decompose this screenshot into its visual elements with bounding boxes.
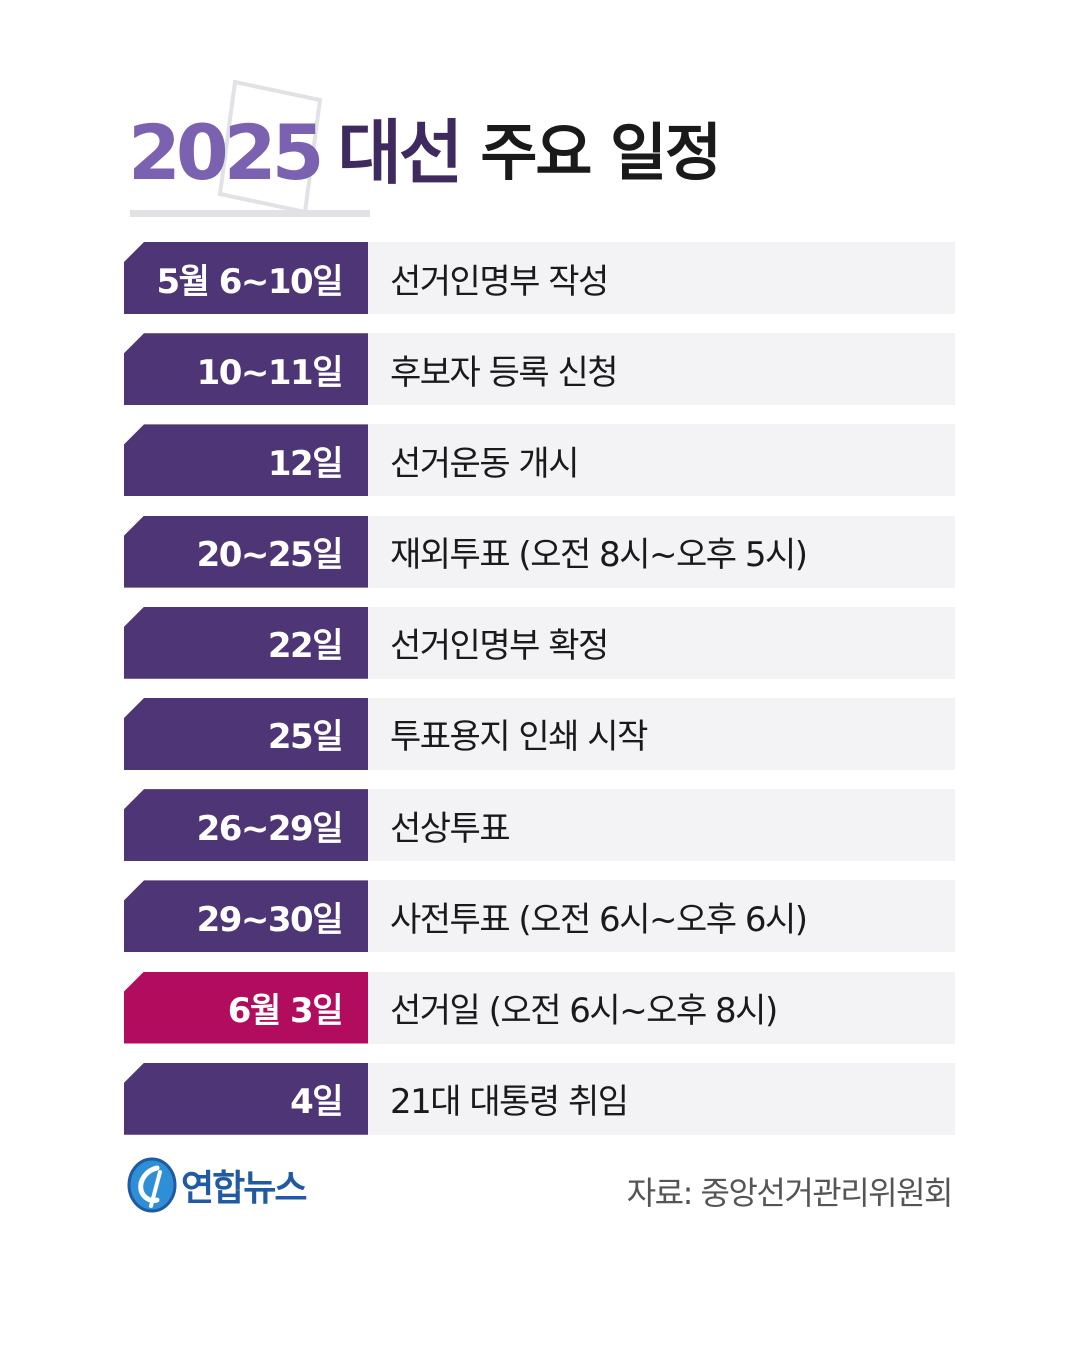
title-rest: 주요 일정 [480, 116, 722, 189]
schedule-row: 4일 21대 대통령 취임 [124, 1062, 955, 1135]
schedule-row: 22일 선거인명부 확정 [124, 606, 955, 679]
schedule-row-election-day: 6월 3일 선거일 (오전 6시~오후 8시) [124, 971, 955, 1044]
schedule-event: 선거인명부 작성 [368, 242, 955, 314]
schedule-row: 20~25일 재외투표 (오전 8시~오후 5시) [124, 515, 955, 588]
schedule-row: 25일 투표용지 인쇄 시작 [124, 697, 955, 770]
title-election: 대선 [337, 112, 464, 194]
schedule-event: 선거일 (오전 6시~오후 8시) [368, 971, 955, 1044]
schedule-event: 21대 대통령 취임 [368, 1062, 955, 1135]
schedule-date: 4일 [124, 1062, 368, 1135]
schedule-date: 20~25일 [124, 515, 368, 588]
schedule-event: 투표용지 인쇄 시작 [368, 697, 955, 770]
schedule-event: 선상투표 [368, 789, 955, 862]
logo-text: 연합뉴스 [181, 1168, 307, 1209]
schedule-row: 26~29일 선상투표 [124, 789, 955, 862]
yonhap-logo-icon [127, 1157, 177, 1213]
schedule-event: 사전투표 (오전 6시~오후 6시) [368, 880, 955, 953]
schedule-date-highlight: 6월 3일 [124, 971, 368, 1044]
yonhap-logo: 연합뉴스 [127, 1156, 307, 1214]
schedule-event: 선거운동 개시 [368, 424, 955, 497]
schedule-date: 25일 [124, 697, 368, 770]
schedule-event: 후보자 등록 신청 [368, 333, 955, 406]
schedule-date: 12일 [124, 424, 368, 497]
schedule-date: 22일 [124, 606, 368, 679]
page-title: 2025 대선 주요 일정 [128, 108, 722, 198]
source-credit: 자료: 중앙선거관리위원회 [626, 1174, 954, 1212]
schedule-date: 5월 6~10일 [124, 242, 368, 314]
schedule-row: 12일 선거운동 개시 [124, 424, 955, 497]
schedule-row: 29~30일 사전투표 (오전 6시~오후 6시) [124, 880, 955, 953]
schedule-date: 29~30일 [124, 880, 368, 953]
schedule-event: 선거인명부 확정 [368, 606, 955, 679]
schedule-row: 10~11일 후보자 등록 신청 [124, 333, 955, 406]
ballot-box-icon [130, 79, 370, 217]
schedule-date: 10~11일 [124, 333, 368, 406]
title-year: 2025 [128, 108, 325, 197]
schedule-row: 5월 6~10일 선거인명부 작성 [124, 242, 955, 314]
schedule-date: 26~29일 [124, 789, 368, 862]
schedule-event: 재외투표 (오전 8시~오후 5시) [368, 515, 955, 588]
schedule-list: 5월 6~10일 선거인명부 작성 10~11일 후보자 등록 신청 12일 선… [124, 242, 955, 1154]
